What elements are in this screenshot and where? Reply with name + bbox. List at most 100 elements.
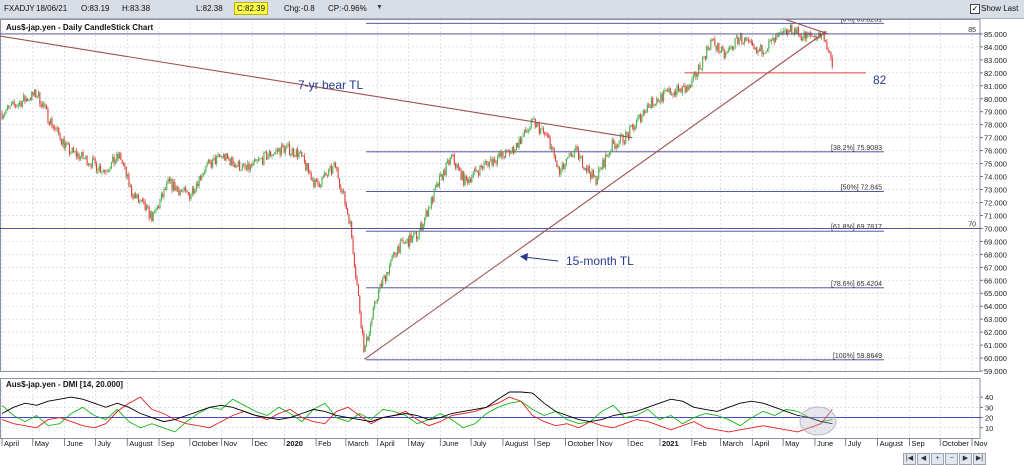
arrow-shaft (523, 256, 559, 262)
candle-body (204, 171, 206, 173)
scroll-right-end-icon[interactable]: ▶| (973, 453, 986, 465)
dmi-series-mdi (1, 396, 833, 433)
candle-body (492, 158, 494, 166)
scroll-right-icon[interactable]: ▶ (959, 453, 972, 465)
candle-body (114, 161, 116, 164)
candle-body (225, 153, 227, 161)
candle-body (374, 301, 376, 308)
candle-body (503, 156, 505, 158)
fib-label: [78.6%] 65.4204 (831, 281, 882, 288)
candle-body (436, 183, 438, 188)
candle-body (532, 119, 534, 120)
candle-body (614, 143, 616, 149)
candle-body (42, 103, 44, 108)
candle-body (482, 166, 484, 169)
candle-body (241, 164, 243, 171)
candle-body (491, 159, 493, 166)
candle-body (469, 179, 472, 183)
candle-body (582, 155, 584, 168)
candle-body (39, 92, 41, 105)
candle-body (615, 145, 617, 149)
zoom-in-icon[interactable]: + (931, 453, 944, 465)
candle-body (831, 57, 833, 67)
candle-body (594, 176, 596, 177)
candle-body (636, 119, 638, 126)
candle-body (328, 168, 330, 176)
candle-body (653, 104, 655, 107)
candle-body (737, 37, 739, 44)
candle-body (28, 99, 30, 101)
candle-body (118, 152, 121, 159)
candle-body (613, 139, 615, 144)
candle-body (453, 155, 455, 164)
chevron-down-icon[interactable]: ▼ (376, 4, 383, 11)
candle-body (154, 211, 156, 213)
candle-body (379, 283, 381, 290)
candle-body (141, 200, 143, 202)
candle-body (282, 144, 284, 147)
candle-body (63, 138, 65, 148)
price-chart-title: Aus$-jap.yen - Daily CandleStick Chart (6, 23, 153, 32)
zoom-out-icon[interactable]: − (945, 453, 958, 465)
candle-body (657, 99, 659, 102)
price-tick-label: 84.000 (984, 43, 1007, 52)
candle-body (768, 40, 770, 50)
candle-body (630, 125, 632, 127)
candle-body (634, 125, 636, 130)
candle-body (100, 165, 102, 173)
candle-body (499, 152, 501, 157)
candle-body (69, 144, 71, 154)
show-last-checkbox[interactable]: ✓ (970, 4, 980, 14)
candle-body (537, 122, 539, 124)
candle-body (542, 128, 544, 133)
candle-body (239, 161, 241, 171)
time-tick-label: Dec (630, 439, 644, 448)
level-70-label: 70 (968, 221, 976, 228)
time-tick-label: October (942, 439, 969, 448)
time-tick-label: Dec (254, 439, 268, 448)
candle-body (47, 108, 49, 122)
candle-body (109, 168, 111, 171)
candle-body (166, 182, 168, 190)
candle-body (128, 174, 130, 187)
candle-body (91, 158, 94, 168)
candle-body (181, 190, 183, 192)
candle-body (44, 105, 46, 107)
candle-body (67, 143, 69, 145)
candle-body (452, 154, 454, 156)
candle-body (64, 143, 67, 148)
candle-body (283, 146, 285, 153)
candle-body (505, 149, 507, 158)
scroll-left-icon[interactable]: ◀ (917, 453, 930, 465)
candle-body (541, 128, 543, 130)
candle-body (672, 94, 674, 96)
candle-body (208, 160, 210, 163)
candle-body (588, 166, 590, 173)
candle-body (550, 146, 553, 150)
candle-body (591, 169, 593, 179)
candle-body (137, 194, 139, 202)
candle-body (313, 179, 315, 188)
candle-body (745, 37, 747, 41)
candle-body (272, 154, 274, 156)
candle-body (187, 192, 189, 196)
candle-body (590, 172, 592, 179)
candle-body (329, 166, 331, 169)
candle-body (125, 166, 127, 177)
candle-body (422, 224, 424, 231)
candle-body (571, 153, 573, 157)
candle-body (334, 163, 337, 168)
toolbar: FXADJY 18/06/21 O:83.19 H:83.38 L:82.38 … (0, 0, 1024, 19)
time-tick-label: Nov (974, 439, 988, 448)
candle-body (48, 121, 50, 125)
candle-body (587, 166, 589, 171)
candle-body (191, 188, 193, 194)
candle-body (104, 170, 106, 172)
candle-body (757, 50, 759, 54)
candle-body (286, 145, 288, 148)
candle-body (641, 115, 643, 122)
candle-body (120, 152, 122, 161)
candle-body (518, 138, 520, 148)
scroll-left-end-icon[interactable]: |◀ (903, 453, 916, 465)
candle-body (553, 148, 555, 156)
